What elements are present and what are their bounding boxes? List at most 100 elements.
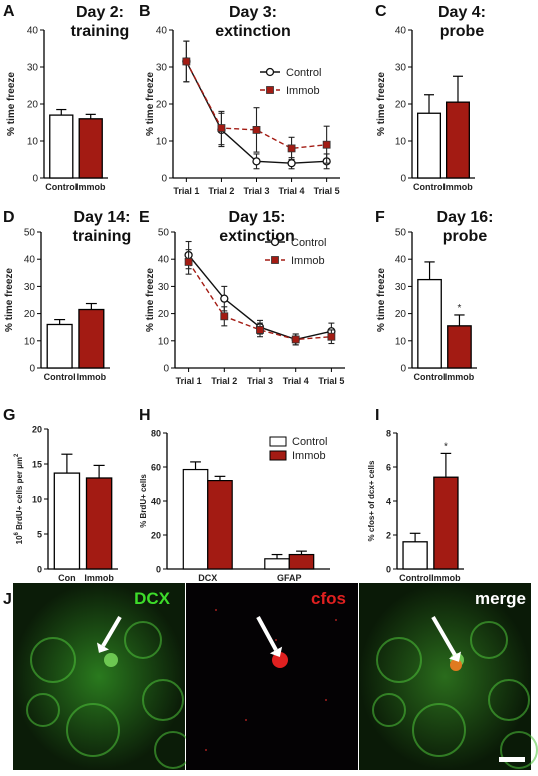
data-point-immob	[256, 326, 264, 334]
x-tick-label: Control	[44, 372, 76, 382]
cell-outline	[372, 693, 406, 727]
legend-label-control: Control	[292, 436, 327, 448]
y-tick-label: 10	[32, 495, 42, 505]
y-tick-label: 10	[156, 137, 168, 148]
cell-outline	[66, 703, 120, 757]
x-tick-label: Immob	[76, 182, 106, 192]
series-line-immob	[188, 261, 332, 341]
speckle	[205, 749, 207, 751]
y-tick-label: 10	[158, 336, 170, 347]
panel-letter-C: C	[375, 3, 387, 20]
scale-bar	[499, 757, 525, 762]
speckle	[215, 609, 217, 611]
panel-F: F Day 16: probe 0 10 20 30 40 50 % time freeze Con…	[375, 209, 493, 382]
micrograph-label: cfos	[311, 589, 346, 608]
data-point-immob	[220, 312, 229, 321]
y-tick-label: 50	[395, 228, 407, 239]
x-tick-label: GFAP	[277, 573, 302, 583]
bar-control	[49, 114, 74, 179]
arrow-head	[448, 651, 462, 662]
x-tick-label: Trial 5	[318, 376, 344, 386]
panel-letter-G: G	[3, 407, 15, 424]
x-tick-label: Trial 2	[208, 186, 234, 196]
significance-marker: *	[444, 441, 448, 452]
chart-title-F: Day 16:	[437, 209, 494, 226]
y-tick-label: 30	[395, 63, 407, 74]
x-tick-label: Immob	[445, 372, 475, 382]
cell-outline	[376, 637, 422, 683]
y-tick-label: 15	[32, 460, 42, 470]
y-tick-label: 8	[386, 429, 391, 439]
bar-control	[417, 278, 442, 369]
panel-letter-A: A	[3, 3, 15, 20]
y-tick-label: 20	[156, 100, 168, 111]
chart-title-B: extinction	[215, 23, 291, 40]
y-tick-label: 10	[24, 336, 36, 347]
chart-title-D: Day 14:	[74, 209, 131, 226]
y-tick-label: 4	[386, 497, 391, 507]
y-tick-label: 0	[163, 364, 169, 375]
y-tick-label: 60	[151, 463, 161, 473]
series-line-immob	[185, 61, 327, 150]
y-tick-label: 30	[27, 63, 39, 74]
bar-control-dcx	[182, 468, 209, 570]
data-point-control	[220, 294, 229, 303]
micrograph-background	[186, 583, 358, 770]
y-tick-label: 0	[400, 174, 406, 185]
x-tick-label: Control	[414, 372, 446, 382]
y-tick-label: 80	[151, 429, 161, 439]
y-axis-label: % time freeze	[376, 72, 387, 136]
data-point-immob	[217, 124, 226, 132]
legend-label-immob: Immob	[292, 450, 326, 462]
y-axis-label: % time freeze	[145, 268, 156, 332]
y-tick-label: 6	[386, 463, 391, 473]
bar-immob	[78, 118, 103, 179]
y-tick-label: 20	[151, 531, 161, 541]
y-tick-label: 10	[395, 137, 407, 148]
cfos-cell	[272, 652, 288, 668]
y-tick-label: 0	[29, 364, 35, 375]
arrow-icon	[431, 615, 457, 657]
micrograph-merge: merge	[359, 583, 538, 770]
x-tick-label: Trial 2	[211, 376, 237, 386]
arrow-icon	[256, 616, 278, 651]
cell-outline	[30, 637, 76, 683]
x-tick-label: Trial 3	[243, 186, 269, 196]
bar-control	[417, 112, 442, 179]
y-tick-label: 0	[37, 565, 42, 575]
x-tick-label: Trial 3	[247, 376, 273, 386]
bar-immob	[78, 308, 105, 369]
data-point-immob	[184, 258, 193, 266]
legend-label-immob: Immob	[291, 255, 325, 267]
micrograph-label: merge	[475, 589, 526, 608]
bar-immob-gfap	[288, 553, 315, 570]
bar-immob	[433, 476, 459, 570]
x-tick-label: Control	[45, 182, 77, 192]
x-tick-label: Control	[413, 182, 445, 192]
y-tick-label: 0	[400, 364, 406, 375]
y-tick-label: 40	[156, 26, 168, 37]
data-point-immob	[291, 335, 300, 344]
x-tick-label: Trial 1	[176, 376, 202, 386]
y-axis-label: % time freeze	[145, 72, 156, 136]
y-tick-label: 10	[395, 336, 407, 347]
micrograph-dcx: DCX	[13, 583, 192, 770]
legend-marker-immob	[271, 256, 279, 264]
chart-title-A: training	[71, 23, 130, 40]
y-tick-label: 50	[24, 228, 36, 239]
data-point-immob	[322, 140, 331, 149]
data-point-control	[287, 159, 296, 168]
x-tick-label: Immob	[84, 573, 114, 583]
chart-title-F: probe	[443, 228, 488, 245]
y-tick-label: 0	[386, 565, 391, 575]
panel-letter-B: B	[139, 3, 151, 20]
panel-letter-H: H	[139, 407, 151, 424]
bar-con	[53, 472, 81, 570]
y-tick-label: 20	[158, 309, 170, 320]
y-tick-label: 2	[386, 531, 391, 541]
y-tick-label: 0	[32, 174, 38, 185]
panel-letter-E: E	[139, 209, 150, 226]
chart-title-A: Day 2:	[76, 4, 124, 21]
x-tick-label: Trial 4	[279, 186, 305, 196]
y-tick-label: 30	[395, 282, 407, 293]
